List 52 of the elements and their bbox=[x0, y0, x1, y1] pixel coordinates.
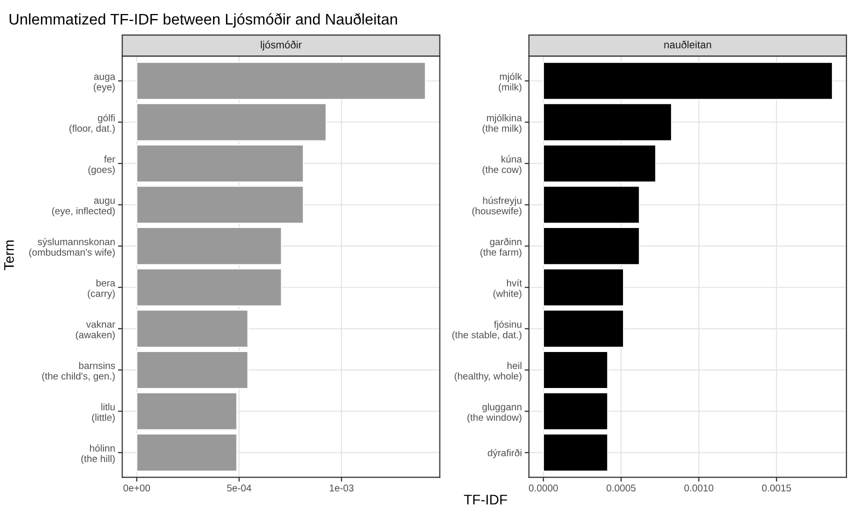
y-tick-label: húsfreyju (housewife) bbox=[472, 196, 522, 216]
y-tick-label: dýrafirði bbox=[488, 448, 522, 458]
bar bbox=[136, 310, 248, 348]
y-tick-label: auga (eye) bbox=[94, 74, 116, 92]
y-tick-label: bera (carry) bbox=[88, 279, 116, 299]
chart-title: Unlemmatized TF-IDF between Ljósmóðir and Nauðleitan bbox=[10, 13, 397, 28]
x-tick-label: 0.0005 bbox=[606, 484, 636, 492]
y-tick-label: gluggann (the window) bbox=[467, 403, 522, 423]
y-tick-label: vaknar (awaken) bbox=[76, 320, 116, 340]
bar bbox=[136, 392, 238, 430]
bar bbox=[542, 268, 624, 307]
y-tick-label: sýslumannskonan (ombudsman's wife) bbox=[29, 238, 115, 258]
y-tick-label: gólfi (floor, dat.) bbox=[69, 114, 115, 134]
y-tick-label: kúna (the cow) bbox=[482, 155, 522, 175]
y-tick-label: hólinn (the hill) bbox=[81, 444, 115, 464]
chart-subtitle: ljósmóðir bbox=[260, 40, 302, 50]
bar bbox=[542, 310, 624, 348]
y-tick-label: augu (eye, inflected) bbox=[52, 198, 115, 216]
y-tick-label: barnsins (the child's, gen.) bbox=[42, 362, 115, 382]
bar bbox=[542, 433, 608, 472]
bar bbox=[542, 226, 640, 266]
bar bbox=[542, 392, 608, 430]
y-tick-label: fjósinu (the stable, dat.) bbox=[452, 320, 522, 340]
bar bbox=[542, 350, 608, 390]
bar bbox=[542, 62, 834, 100]
y-tick-label: hvít (white) bbox=[493, 279, 522, 299]
bar bbox=[136, 186, 304, 224]
bar bbox=[542, 103, 672, 142]
y-tick-label: mjólk (milk) bbox=[498, 72, 522, 92]
bar bbox=[136, 144, 304, 183]
y-tick-label: litlu (little) bbox=[92, 403, 115, 423]
x-tick-label: 0.0010 bbox=[684, 484, 714, 492]
bar bbox=[136, 103, 327, 142]
bar bbox=[136, 226, 282, 266]
bar bbox=[542, 186, 640, 224]
x-tick-label: 0.0000 bbox=[528, 484, 558, 492]
y-tick-label: heil (healthy, whole) bbox=[454, 362, 522, 382]
bar bbox=[136, 268, 282, 307]
bar bbox=[136, 433, 238, 472]
x-axis-title: TF-IDF bbox=[464, 494, 508, 504]
bar bbox=[136, 62, 426, 100]
y-tick-label: mjólkina (the milk) bbox=[482, 114, 522, 134]
bar bbox=[136, 350, 248, 390]
bar bbox=[542, 144, 656, 183]
y-tick-label: garðinn (the farm) bbox=[480, 238, 522, 258]
x-tick-label: 5e-04 bbox=[227, 484, 252, 492]
x-tick-label: 1e-03 bbox=[330, 484, 354, 492]
chart-subtitle: nauðleitan bbox=[664, 40, 712, 48]
y-tick-label: fer (goes) bbox=[88, 155, 116, 175]
x-tick-label: 0e+00 bbox=[123, 484, 150, 492]
x-tick-label: 0.0015 bbox=[762, 484, 791, 492]
y-axis-title: Term bbox=[4, 240, 14, 270]
